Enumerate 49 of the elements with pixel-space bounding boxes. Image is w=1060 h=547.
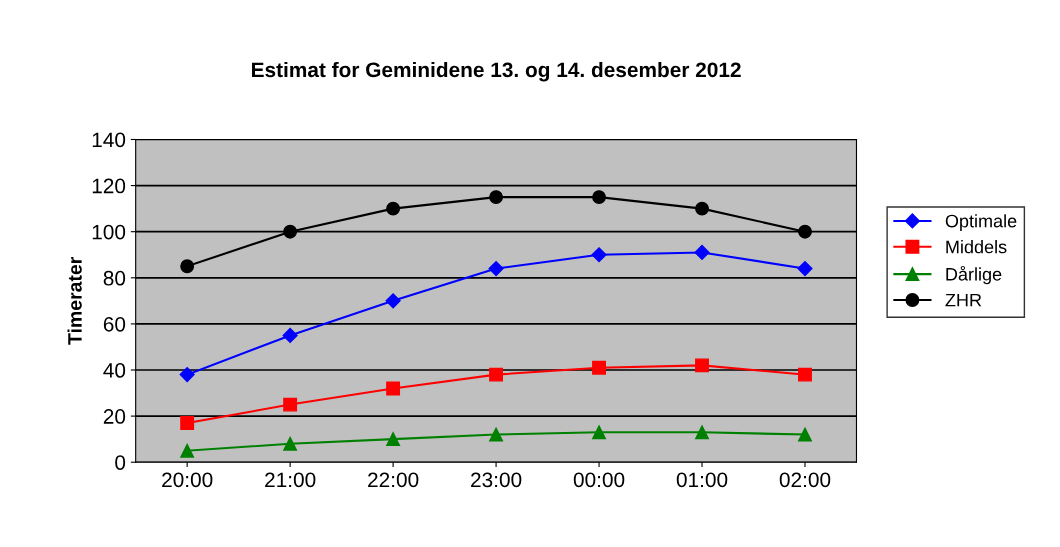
legend-label: Optimale [945, 214, 1017, 232]
y-tick-label: 120 [92, 178, 126, 194]
point [282, 327, 298, 343]
y-tick-label: 40 [103, 363, 126, 378]
point [180, 259, 195, 274]
y-tick-label: 80 [103, 270, 126, 286]
point [798, 224, 812, 239]
point [386, 201, 401, 216]
point [489, 367, 504, 382]
point [180, 416, 195, 430]
x-tick-label: 22:00 [368, 472, 419, 488]
point [283, 224, 298, 239]
x-tick-label: 00:00 [573, 472, 625, 488]
point [798, 427, 812, 442]
y-tick-label: 140 [92, 132, 126, 148]
x-tick-label: 20:00 [162, 472, 213, 488]
point [592, 360, 606, 375]
point [283, 397, 298, 412]
point [592, 190, 606, 205]
point [180, 443, 195, 458]
point [283, 436, 298, 451]
point [386, 432, 401, 447]
point [489, 190, 504, 205]
point [592, 425, 606, 440]
y-tick-label: 20 [103, 409, 126, 424]
point [798, 367, 812, 382]
point [695, 201, 709, 216]
chart-title: Estimat for Geminidene 13. og 14. desember 2012 [252, 61, 741, 82]
point [797, 261, 813, 277]
point [179, 367, 195, 383]
y-tick-label: 100 [92, 224, 126, 240]
point [489, 427, 504, 442]
point [591, 247, 607, 263]
x-tick-label: 21:00 [265, 472, 316, 488]
y-tick-label: 60 [103, 316, 126, 332]
x-tick-label: 23:00 [471, 472, 522, 488]
point [695, 358, 709, 373]
point [385, 293, 401, 309]
legend-label: Dårlige [946, 265, 1002, 285]
legend-label: ZHR [945, 293, 982, 307]
point [695, 425, 709, 440]
y-tick-label: 0 [115, 455, 126, 470]
y-axis-title: Timerater [67, 257, 82, 345]
x-tick-label: 02:00 [779, 472, 831, 488]
point [488, 261, 504, 277]
point [694, 244, 710, 261]
legend-label: Middels [946, 240, 1007, 254]
point [386, 381, 401, 396]
x-tick-label: 01:00 [676, 472, 728, 488]
